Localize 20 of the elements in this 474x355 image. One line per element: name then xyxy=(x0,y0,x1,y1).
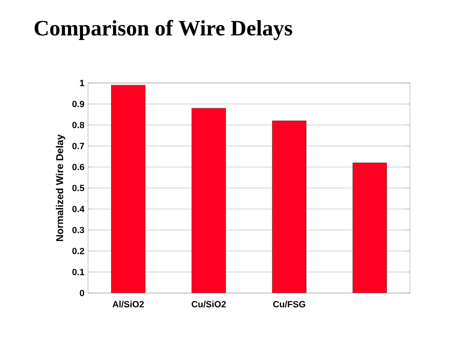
y-tick-label: 0.5 xyxy=(72,184,84,192)
y-tick-label: 0.2 xyxy=(72,248,84,254)
y-tick-label: 0.6 xyxy=(72,164,84,170)
y-tick-label: 0.4 xyxy=(72,206,84,212)
bar xyxy=(192,108,226,293)
y-tick-label: 1 xyxy=(80,80,84,86)
x-tick-label: Cu/FSG xyxy=(273,300,306,308)
y-tick-label: 0.7 xyxy=(72,142,84,150)
bar xyxy=(111,84,146,293)
y-tick-label: 0 xyxy=(80,290,84,296)
x-tick-label: Cu/SiO2 xyxy=(192,300,226,308)
bar xyxy=(272,120,306,293)
y-tick-label: 0.1 xyxy=(72,268,84,276)
chart-title: Comparison of Wire Delays xyxy=(34,20,292,40)
y-axis-title: Normalized Wire Delay xyxy=(56,134,66,241)
bar xyxy=(352,162,387,293)
x-tick-label: Al/SiO2 xyxy=(112,300,144,308)
y-tick-label: 0.3 xyxy=(72,226,84,234)
y-tick-label: 0.9 xyxy=(72,100,84,108)
y-tick-label: 0.8 xyxy=(72,122,84,128)
